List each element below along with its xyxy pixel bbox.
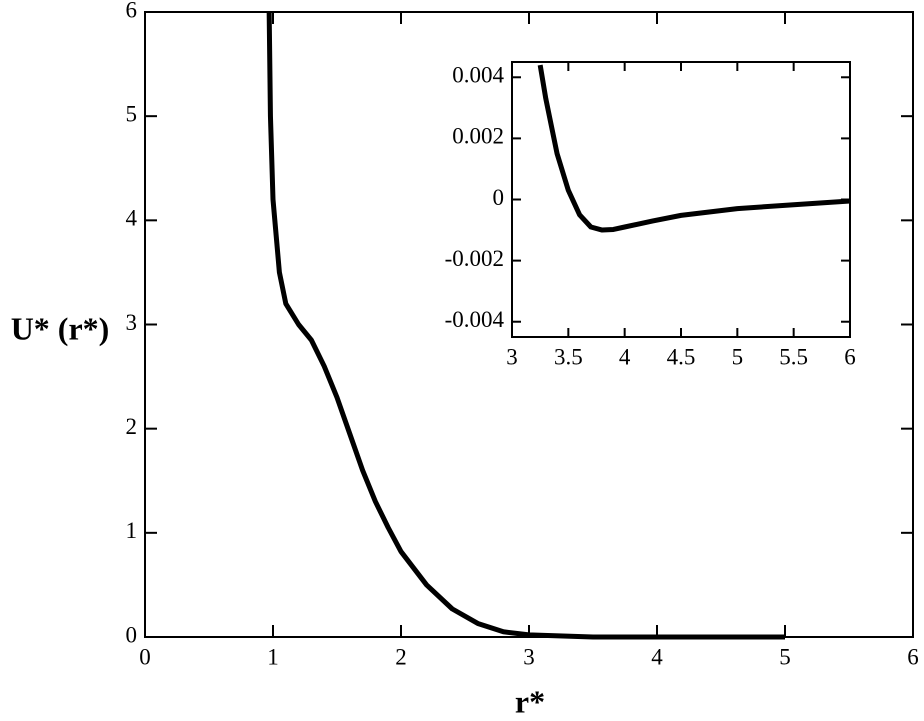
x-tick-label: 4 <box>651 644 663 669</box>
x-tick-label: 4 <box>619 344 631 369</box>
y-tick-label: -0.004 <box>445 307 505 332</box>
y-tick-label: 4 <box>126 206 138 231</box>
y-tick-label: 6 <box>126 0 138 22</box>
y-tick-label: -0.002 <box>445 246 504 271</box>
x-tick-label: 5 <box>779 644 791 669</box>
x-tick-label: 0 <box>139 644 151 669</box>
x-tick-label: 3 <box>523 644 535 669</box>
x-tick-label: 3.5 <box>554 344 583 369</box>
y-axis-label: U* (r*) <box>11 310 110 346</box>
y-tick-label: 5 <box>126 101 138 126</box>
y-tick-label: 0.004 <box>452 63 504 88</box>
x-axis-label: r* <box>515 683 545 719</box>
data-line <box>266 11 785 640</box>
x-tick-label: 3 <box>506 344 518 369</box>
y-tick-label: 0 <box>126 622 138 647</box>
x-tick-label: 4.5 <box>667 344 696 369</box>
data-line <box>537 64 851 233</box>
y-tick-label: 0.002 <box>452 124 504 149</box>
x-tick-label: 5.5 <box>779 344 808 369</box>
y-tick-label: 3 <box>126 310 138 335</box>
x-tick-label: 6 <box>907 644 919 669</box>
y-tick-label: 2 <box>126 414 138 439</box>
x-tick-label: 2 <box>395 644 407 669</box>
plot-frame <box>511 61 851 338</box>
y-tick-label: 1 <box>126 518 138 543</box>
x-tick-label: 6 <box>844 344 856 369</box>
x-tick-label: 5 <box>732 344 744 369</box>
y-tick-label: 0 <box>493 185 505 210</box>
x-tick-label: 1 <box>267 644 279 669</box>
